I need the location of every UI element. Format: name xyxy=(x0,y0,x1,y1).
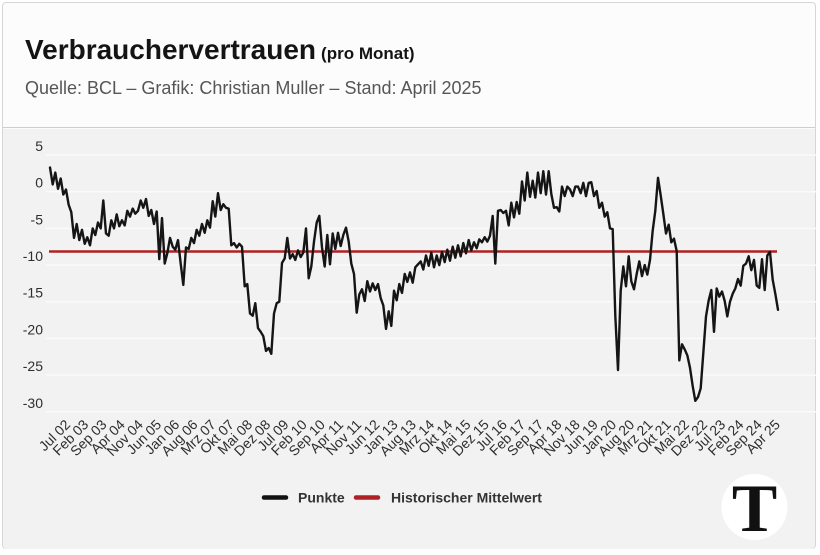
svg-text:-10: -10 xyxy=(23,248,43,264)
svg-text:T: T xyxy=(732,470,777,546)
svg-text:0: 0 xyxy=(35,175,43,191)
svg-text:Punkte: Punkte xyxy=(298,490,345,506)
svg-text:-25: -25 xyxy=(23,358,43,374)
svg-text:-5: -5 xyxy=(31,211,44,227)
svg-text:-30: -30 xyxy=(23,395,43,411)
svg-text:5: 5 xyxy=(35,138,43,154)
svg-text:-15: -15 xyxy=(23,285,43,301)
svg-text:-20: -20 xyxy=(23,321,43,337)
svg-text:Historischer Mittelwert: Historischer Mittelwert xyxy=(391,490,542,506)
